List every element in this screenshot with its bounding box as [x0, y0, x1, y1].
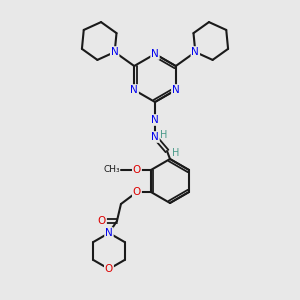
Text: N: N: [105, 228, 113, 238]
Text: O: O: [133, 187, 141, 197]
Text: O: O: [133, 165, 141, 175]
Text: O: O: [105, 264, 113, 274]
Text: N: N: [191, 47, 199, 57]
Text: N: N: [172, 85, 180, 95]
Text: H: H: [172, 148, 180, 158]
Text: O: O: [98, 216, 106, 226]
Text: N: N: [151, 115, 159, 125]
Text: N: N: [151, 132, 159, 142]
Text: N: N: [130, 85, 138, 95]
Text: N: N: [151, 49, 159, 59]
Text: N: N: [111, 47, 119, 57]
Text: CH₃: CH₃: [103, 166, 120, 175]
Text: H: H: [160, 130, 168, 140]
